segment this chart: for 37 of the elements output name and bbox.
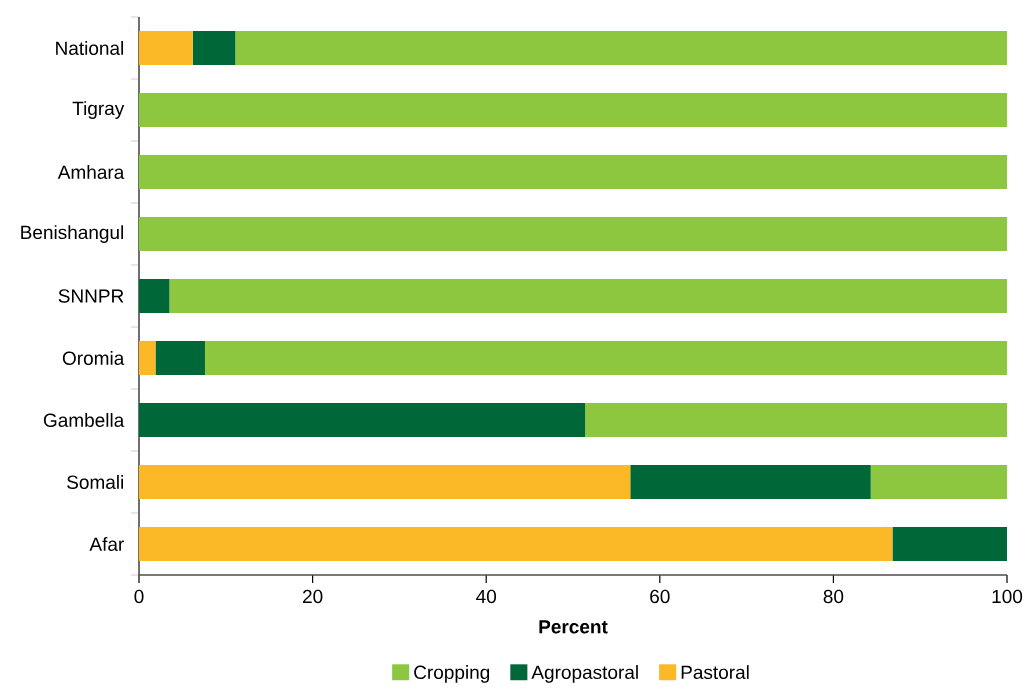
y-tick-label: National bbox=[56, 41, 123, 55]
y-tick-label: Amhara bbox=[57, 165, 125, 179]
legend-label: Agropastoral bbox=[531, 665, 638, 683]
bar bbox=[235, 30, 1008, 66]
bar bbox=[139, 340, 156, 376]
bar bbox=[139, 92, 1008, 128]
bar bbox=[870, 464, 1008, 500]
bar bbox=[139, 216, 1008, 252]
bar bbox=[139, 278, 170, 314]
x-tick-label: 20 bbox=[302, 589, 323, 604]
bar bbox=[892, 526, 1008, 562]
bar bbox=[192, 30, 236, 66]
legend-label: Pastoral bbox=[681, 665, 749, 680]
bar bbox=[139, 30, 193, 66]
y-tick-label: Oromia bbox=[62, 351, 125, 365]
y-tick-label: Gambella bbox=[43, 413, 125, 427]
y-tick-label: Benishangul bbox=[21, 225, 123, 243]
bar bbox=[139, 402, 586, 438]
bar bbox=[585, 402, 1008, 438]
y-tick-label: Tigray bbox=[72, 101, 125, 119]
y-tick-label: SNNPR bbox=[58, 289, 124, 303]
bar bbox=[155, 340, 205, 376]
x-axis-title: Percent bbox=[539, 620, 608, 634]
x-tick-label: 100 bbox=[992, 589, 1023, 604]
bar bbox=[139, 154, 1008, 190]
bar bbox=[139, 526, 893, 562]
bar bbox=[169, 278, 1008, 314]
x-tick-label: 40 bbox=[476, 589, 497, 604]
x-tick-label: 60 bbox=[650, 589, 670, 604]
x-tick-label: 80 bbox=[823, 589, 844, 604]
x-tick-label: 0 bbox=[134, 589, 144, 604]
bar bbox=[204, 340, 1008, 376]
y-tick-label: Somali bbox=[67, 475, 123, 489]
bar bbox=[630, 464, 871, 500]
y-tick-label: Afar bbox=[89, 537, 124, 551]
legend-label: Cropping bbox=[414, 665, 490, 683]
bar bbox=[139, 464, 631, 500]
